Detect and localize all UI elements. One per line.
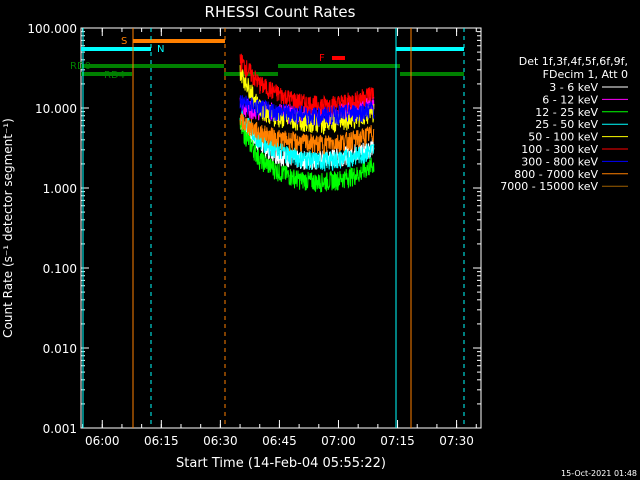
series-line-2	[239, 117, 375, 193]
legend-entry-label: 50 - 100 keV	[528, 131, 598, 144]
footer-timestamp: 15-Oct-2021 01:48	[561, 469, 637, 478]
flag-bars: S N F RD0 RD4	[70, 28, 465, 428]
x-axis: 06:00 06:15 06:30 06:45 07:00 07:15 07:30	[82, 28, 477, 448]
series-line-7	[239, 113, 375, 155]
y-tick-label: 10.000	[35, 102, 77, 116]
chart-title: RHESSI Count Rates	[205, 3, 356, 21]
series-line-6	[239, 95, 375, 127]
y-axis: 0.001 0.010 0.100 1.000 10.000 100.000	[27, 22, 481, 436]
series-lines	[239, 53, 375, 193]
flag-label-rd4: RD4	[104, 70, 125, 81]
plot-frame	[80, 27, 482, 429]
legend: Det 1f,3f,4f,5f,6f,9f,FDecim 1, Att 03 -…	[500, 55, 628, 193]
x-tick-label: 06:45	[262, 434, 297, 448]
flag-label-f: F	[319, 53, 325, 64]
legend-entry-label: 25 - 50 keV	[535, 118, 598, 131]
y-tick-label: 0.100	[43, 262, 77, 276]
x-tick-label: 07:15	[380, 434, 415, 448]
x-tick-label: 06:00	[85, 434, 120, 448]
legend-entry-label: 6 - 12 keV	[542, 93, 598, 106]
y-tick-label: 1.000	[43, 182, 77, 196]
legend-entry-label: 12 - 25 keV	[535, 106, 598, 119]
y-axis-label: Count Rate (s⁻¹ detector segment⁻¹)	[1, 118, 15, 338]
y-tick-label: 100.000	[27, 22, 77, 36]
y-tick-label: 0.001	[43, 422, 77, 436]
x-tick-label: 07:00	[321, 434, 356, 448]
legend-entry-label: 800 - 7000 keV	[514, 168, 598, 181]
legend-header: FDecim 1, Att 0	[543, 68, 628, 81]
legend-entry-label: 300 - 800 keV	[521, 155, 598, 168]
series-line-5	[239, 53, 375, 116]
flag-label-rd0: RD0	[70, 61, 91, 72]
flag-label-n: N	[157, 44, 164, 55]
x-tick-label: 07:30	[439, 434, 474, 448]
x-axis-label: Start Time (14-Feb-04 05:55:22)	[176, 456, 386, 471]
legend-header: Det 1f,3f,4f,5f,6f,9f,	[519, 55, 628, 68]
x-tick-label: 06:15	[144, 434, 179, 448]
y-tick-label: 0.010	[43, 342, 77, 356]
x-tick-label: 06:30	[203, 434, 238, 448]
legend-entry-label: 100 - 300 keV	[521, 143, 598, 156]
legend-entry-label: 7000 - 15000 keV	[500, 180, 598, 193]
legend-entry-label: 3 - 6 keV	[549, 81, 598, 94]
flag-label-s: S	[121, 36, 127, 47]
